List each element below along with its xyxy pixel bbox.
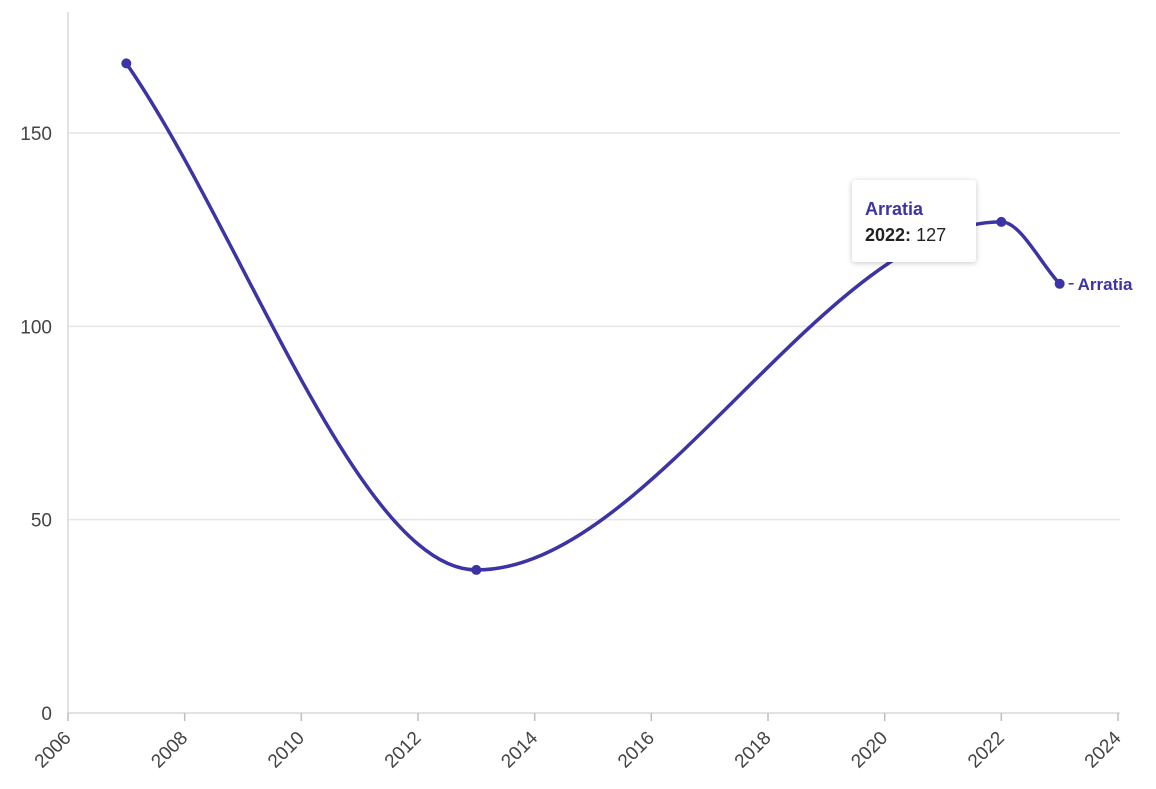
series-layer: Arratia xyxy=(121,58,1133,575)
series-end-label: Arratia xyxy=(1078,275,1133,294)
axes xyxy=(67,12,1120,714)
y-axis-ticks: 0 50 100 150 xyxy=(20,124,52,725)
data-point xyxy=(121,58,132,69)
y-tick-label: 100 xyxy=(20,317,52,338)
tooltip-year: 2022: xyxy=(865,225,912,245)
grid-lines xyxy=(68,132,1120,521)
y-tick-label: 50 xyxy=(31,511,52,532)
x-tick-label: 2016 xyxy=(614,728,659,773)
data-tooltip: Arratia 2022: 127 xyxy=(852,180,976,262)
x-tick-label: 2014 xyxy=(497,727,542,772)
x-tick-label: 2020 xyxy=(847,728,892,773)
x-tick-label: 2022 xyxy=(964,728,1009,773)
tooltip-value: 127 xyxy=(916,225,947,245)
x-tick-label: 2008 xyxy=(147,728,192,773)
x-tick-label: 2012 xyxy=(381,728,426,773)
x-tick-label: 2010 xyxy=(264,728,309,773)
x-axis-ticks: 2006 2008 2010 2012 2014 2016 2018 2020 2022 2024 xyxy=(31,713,1126,772)
x-tick-label: 2024 xyxy=(1081,727,1126,772)
data-point xyxy=(1054,278,1065,289)
y-tick-label: 0 xyxy=(41,704,52,725)
y-tick-label: 150 xyxy=(20,124,52,145)
data-point xyxy=(471,564,482,575)
x-tick-label: 2018 xyxy=(731,728,776,773)
tooltip-series-name: Arratia xyxy=(865,199,924,219)
x-tick-label: 2006 xyxy=(31,728,76,773)
data-point xyxy=(996,216,1007,227)
series-line-arratia xyxy=(124,61,1062,572)
